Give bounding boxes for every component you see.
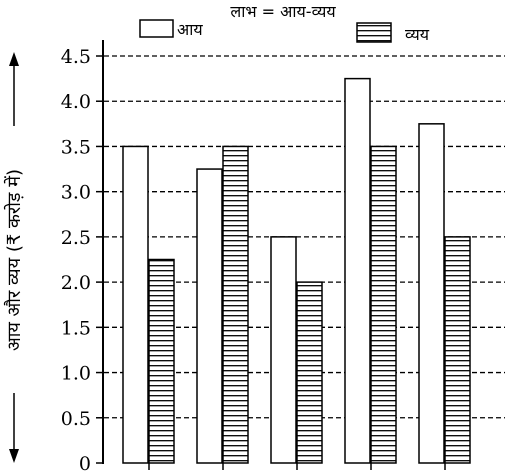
y-tick-label: 0 bbox=[79, 453, 91, 471]
y-tick-label: 2.5 bbox=[61, 227, 91, 249]
y-tick-label: 1.0 bbox=[61, 363, 91, 385]
y-arrow-up-head bbox=[9, 52, 19, 66]
bar-expense bbox=[296, 281, 323, 464]
y-tick-label: 4.0 bbox=[61, 91, 91, 113]
y-axis-ticks: 0 0.5 1.0 1.5 2.0 2.5 3.0 3.5 4.0 4.5 bbox=[61, 46, 103, 471]
bar-income bbox=[196, 168, 223, 464]
legend-label-vyay: व्यय bbox=[405, 25, 430, 44]
y-tick-label: 0.5 bbox=[61, 408, 91, 430]
bar-expense bbox=[148, 258, 175, 464]
legend-swatch-vyay bbox=[356, 22, 392, 43]
bars bbox=[122, 77, 471, 470]
y-tick-label: 4.5 bbox=[61, 46, 91, 68]
bar-expense bbox=[370, 145, 397, 464]
chart-title: लाभ = आय-व्यय bbox=[230, 2, 336, 21]
bar-expense bbox=[444, 236, 471, 464]
y-tick-label: 1.5 bbox=[61, 317, 91, 339]
y-tick-label: 3.0 bbox=[61, 182, 91, 204]
y-tick-label: 3.5 bbox=[61, 136, 91, 158]
bar-income bbox=[270, 236, 297, 464]
legend: आय व्यय bbox=[139, 19, 430, 44]
bar-expense bbox=[222, 145, 249, 464]
y-axis-label: आय और व्यय (₹ करोड़ में) bbox=[3, 169, 25, 351]
legend-label-aay: आय bbox=[177, 20, 203, 39]
bar-income bbox=[344, 77, 371, 464]
bar-income bbox=[418, 123, 445, 464]
y-tick-label: 2.0 bbox=[61, 272, 91, 294]
y-axis-label-group: आय और व्यय (₹ करोड़ में) bbox=[3, 52, 25, 463]
y-arrow-down-head bbox=[9, 449, 19, 463]
bar-income bbox=[122, 145, 149, 464]
legend-swatch-aay bbox=[139, 19, 174, 38]
